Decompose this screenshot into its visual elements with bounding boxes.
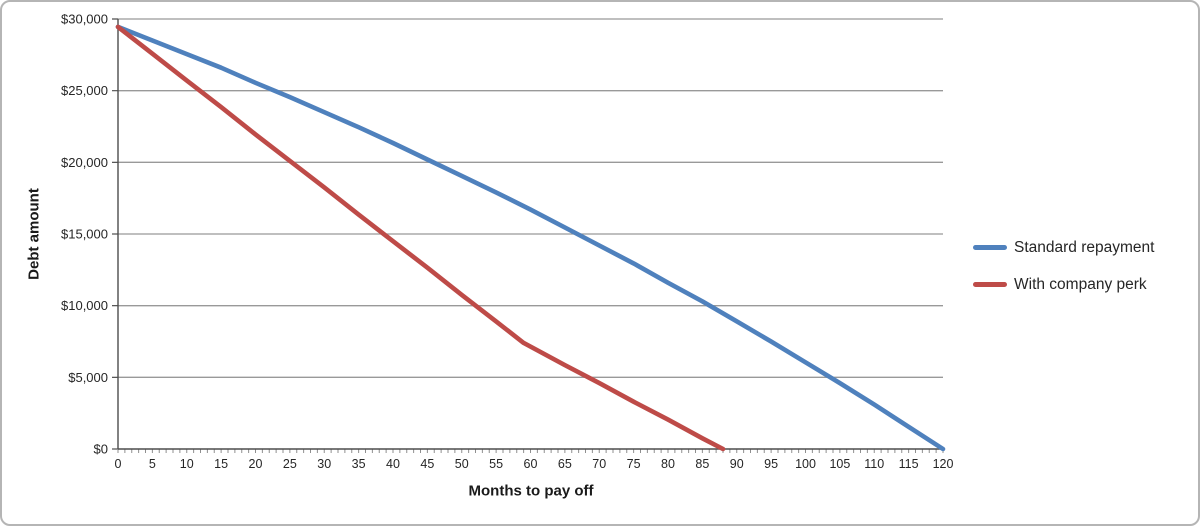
x-tick-label: 85 xyxy=(695,457,709,471)
legend-item: Standard repayment xyxy=(973,229,1154,266)
y-tick-label: $20,000 xyxy=(61,155,108,170)
legend-label: With company perk xyxy=(1014,275,1147,293)
x-tick-label: 80 xyxy=(661,457,675,471)
x-axis-title: Months to pay off xyxy=(468,482,594,500)
x-tick-label: 95 xyxy=(764,457,778,471)
legend-marker-line xyxy=(973,245,1007,250)
y-tick-label: $0 xyxy=(94,442,108,457)
x-tick-label: 0 xyxy=(115,457,122,471)
x-tick-label: 25 xyxy=(283,457,297,471)
x-tick-label: 105 xyxy=(829,457,850,471)
y-tick-label: $25,000 xyxy=(61,83,108,98)
x-tick-label: 70 xyxy=(592,457,606,471)
y-tick-label: $30,000 xyxy=(61,12,108,27)
x-tick-label: 10 xyxy=(180,457,194,471)
x-tick-label: 110 xyxy=(864,457,884,471)
x-tick-label: 15 xyxy=(214,457,228,471)
legend-item: With company perk xyxy=(973,266,1154,303)
x-tick-label: 120 xyxy=(933,457,954,471)
x-tick-label: 115 xyxy=(899,457,919,471)
legend-label: Standard repayment xyxy=(1014,238,1155,256)
legend: Standard repayment With company perk xyxy=(973,229,1154,303)
x-tick-label: 60 xyxy=(524,457,538,471)
series-line-with-company-perk xyxy=(115,24,726,452)
y-tick-label: $5,000 xyxy=(68,370,108,385)
x-tick-label: 75 xyxy=(627,457,641,471)
y-tick-label: $15,000 xyxy=(61,227,108,242)
x-tick-label: 55 xyxy=(489,457,503,471)
y-axis-title: Debt amount xyxy=(25,188,43,280)
y-tick-label: $10,000 xyxy=(61,298,108,313)
x-tick-label: 45 xyxy=(420,457,434,471)
x-tick-label: 100 xyxy=(795,457,816,471)
x-tick-label: 90 xyxy=(730,457,744,471)
x-tick-label: 30 xyxy=(317,457,331,471)
x-tick-label: 50 xyxy=(455,457,469,471)
x-tick-label: 5 xyxy=(149,457,156,471)
x-tick-label: 40 xyxy=(386,457,400,471)
x-tick-label: 20 xyxy=(249,457,263,471)
x-tick-label: 35 xyxy=(352,457,366,471)
legend-marker-line xyxy=(973,282,1007,287)
series-line-standard-repayment xyxy=(115,24,946,452)
x-tick-label: 65 xyxy=(558,457,572,471)
